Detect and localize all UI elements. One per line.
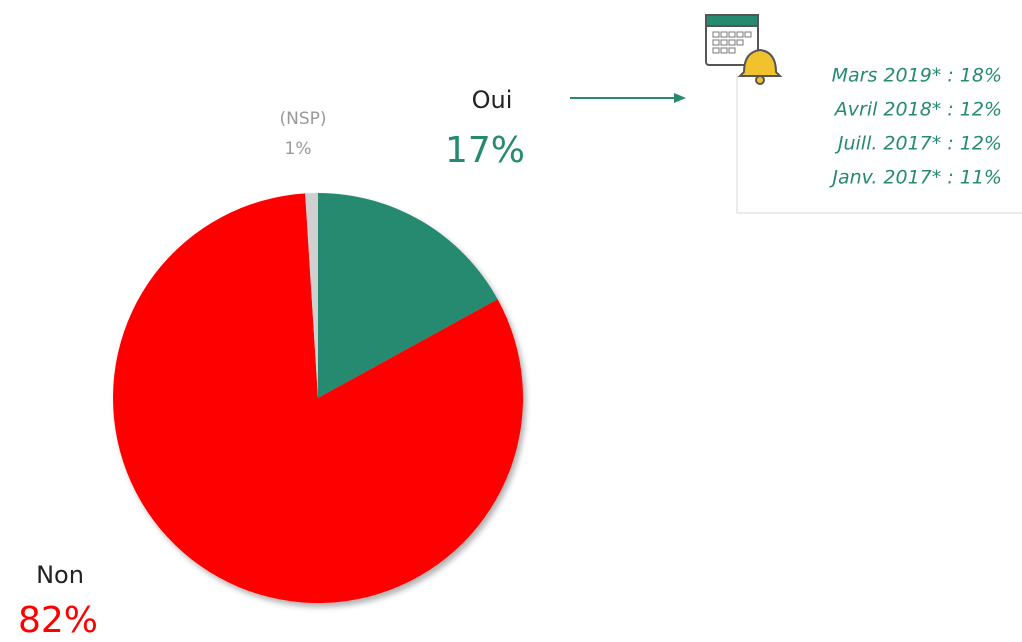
annotation: Avril 2018* : 12% <box>833 99 1002 121</box>
category-label: Non <box>36 561 84 589</box>
annotation: Janv. 2017* : 11% <box>828 167 1002 189</box>
annotation: Juill. 2017* : 12% <box>834 133 1002 155</box>
pie-slice <box>305 193 318 398</box>
pie-slice <box>318 193 498 398</box>
pie <box>112 193 523 603</box>
history-box <box>736 74 1022 214</box>
value-label: 17% <box>445 130 525 171</box>
arrow-head <box>674 93 686 103</box>
pie-slice <box>112 193 523 603</box>
category-label: (NSP) <box>279 109 326 129</box>
calendar-icon <box>705 14 783 85</box>
category-label: Oui <box>472 86 513 114</box>
value-label: 1% <box>285 139 312 159</box>
value-label: 82% <box>18 600 98 641</box>
annotation: Mars 2019* : 18% <box>832 65 1002 87</box>
